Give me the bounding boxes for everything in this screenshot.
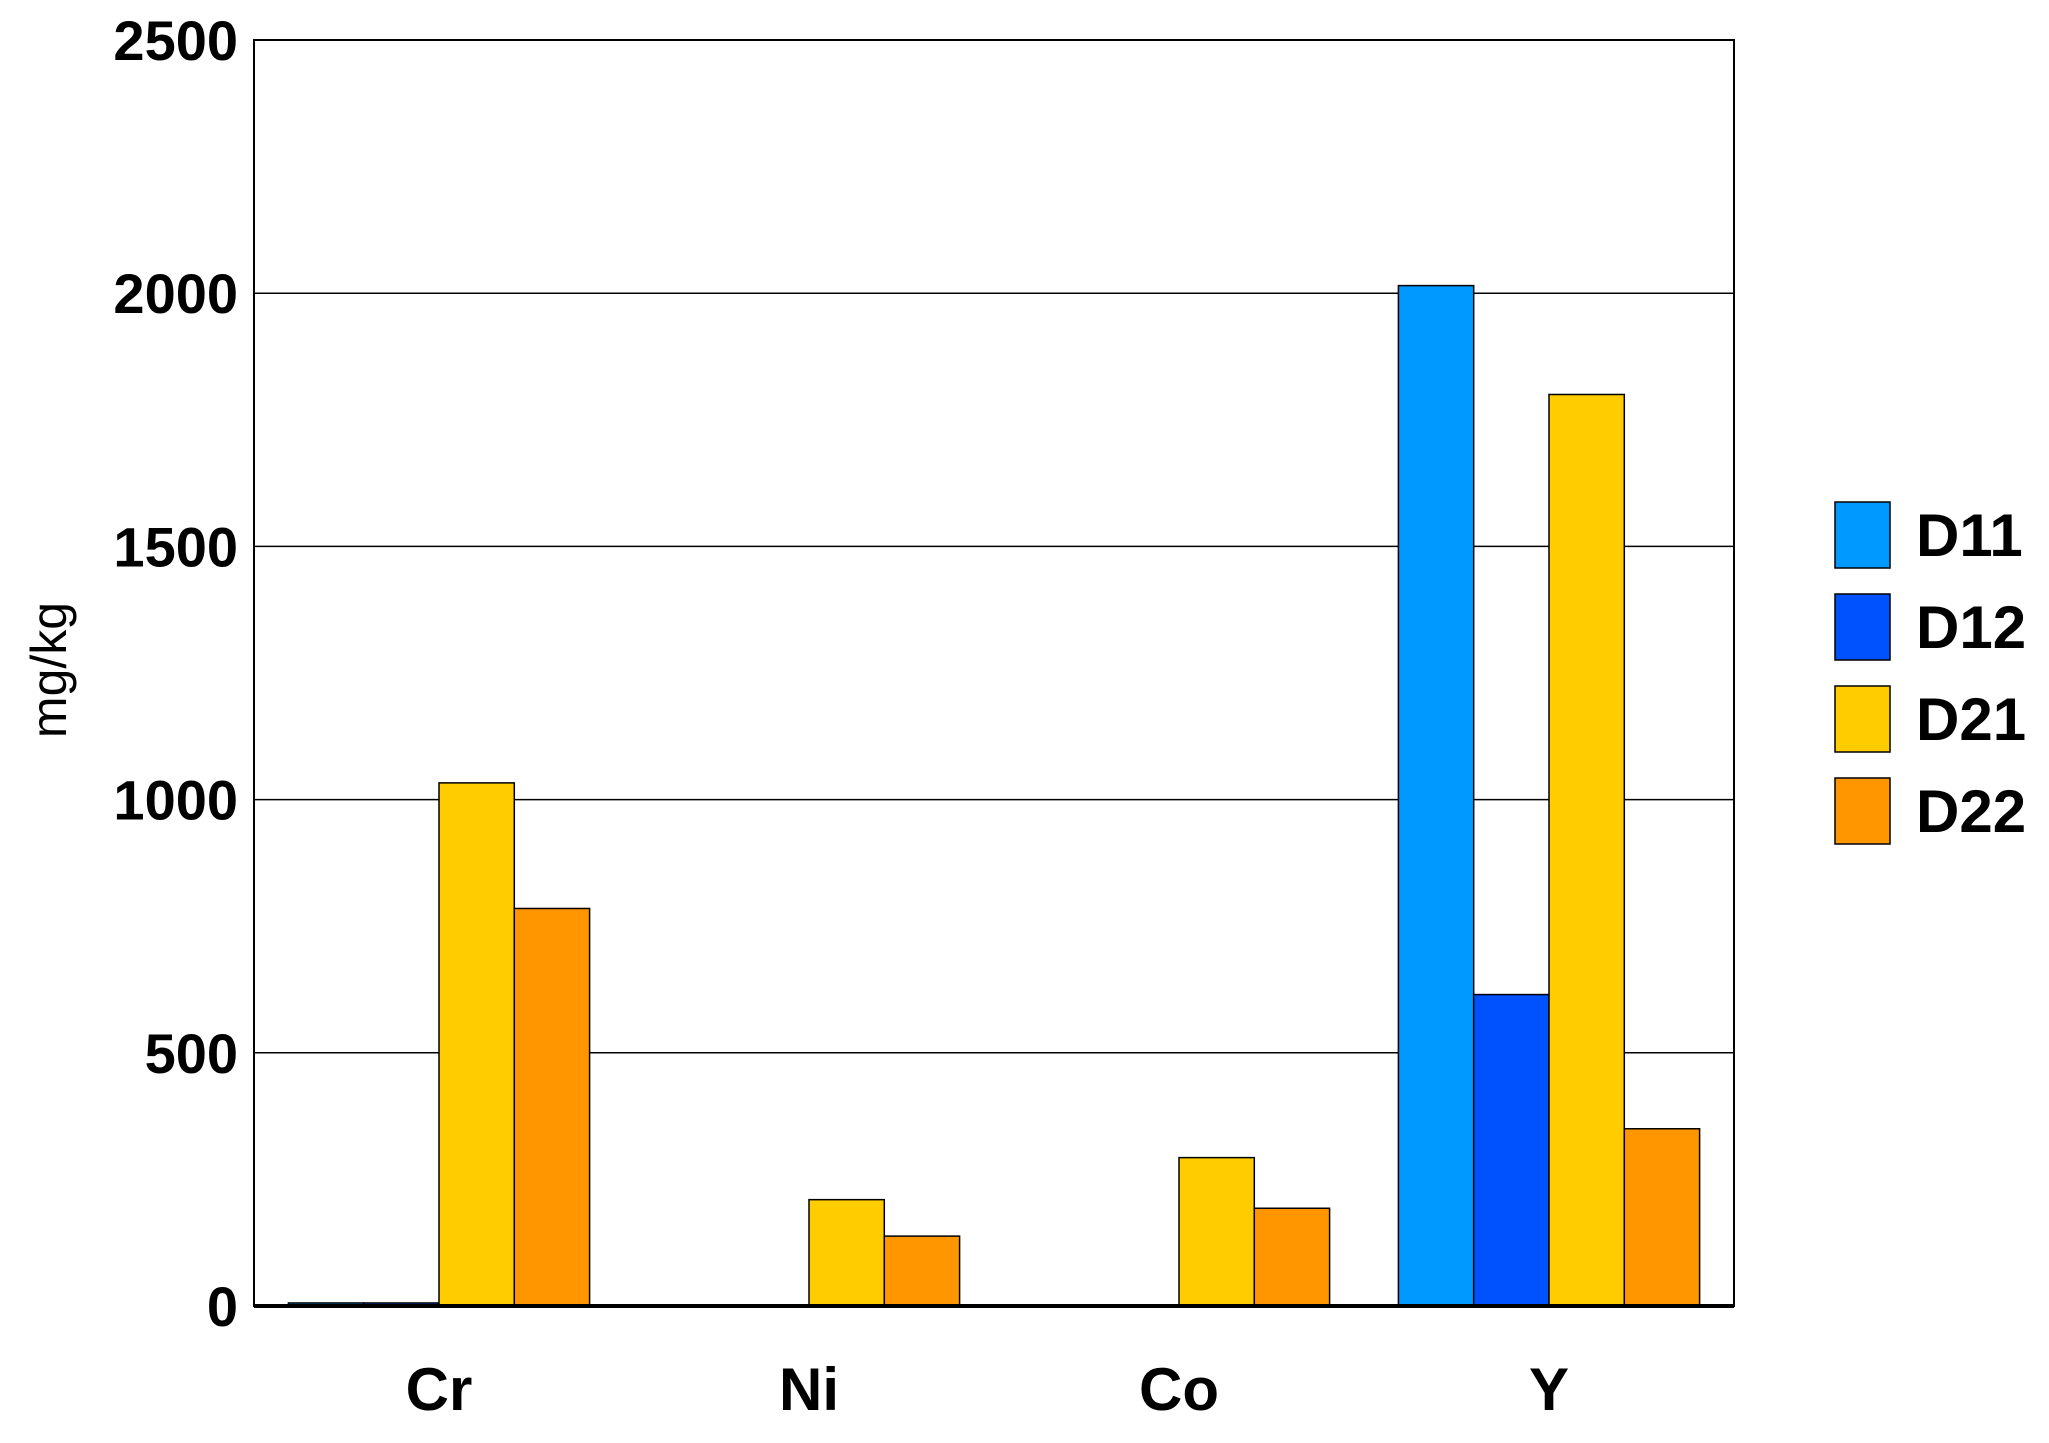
y-tick-label: 2000 <box>113 262 238 325</box>
y-tick-label: 1000 <box>113 769 238 832</box>
y-tick-label: 500 <box>145 1022 238 1085</box>
y-tick-label: 1500 <box>113 515 238 578</box>
bar-d21-y <box>1548 393 1626 1307</box>
y-axis-title: mg/kg <box>21 602 77 738</box>
category-label: Cr <box>406 1356 473 1423</box>
category-label: Co <box>1139 1356 1219 1423</box>
legend: D11 D12 D21 D22 <box>1834 501 2026 845</box>
bar-d21-ni <box>808 1198 886 1307</box>
bar-d22-ni <box>883 1235 961 1307</box>
y-tick-label: 0 <box>207 1275 238 1338</box>
bar-d21-cr <box>438 782 516 1307</box>
legend-label: D12 <box>1916 594 2026 661</box>
legend-swatch-d12 <box>1834 593 1891 661</box>
legend-swatch-d21 <box>1834 685 1891 753</box>
legend-swatch-d11 <box>1834 501 1891 569</box>
y-tick-label: 2500 <box>113 9 238 72</box>
legend-label: D11 <box>1916 502 2023 569</box>
bar-d22-y <box>1623 1128 1701 1307</box>
y-tick-labels: 0 500 1000 1500 2000 2500 <box>113 9 238 1338</box>
bar-d12-y <box>1472 993 1550 1307</box>
bar-d22-cr <box>513 907 591 1307</box>
legend-label: D21 <box>1916 686 2026 753</box>
legend-swatch-d22 <box>1834 777 1891 845</box>
legend-label: D22 <box>1916 778 2026 845</box>
bars <box>287 284 1701 1307</box>
bar-d11-y <box>1397 284 1475 1307</box>
bar-d22-co <box>1253 1207 1331 1307</box>
bar-d21-co <box>1178 1156 1256 1307</box>
category-labels: Cr Ni Co Y <box>406 1356 1569 1423</box>
category-label: Y <box>1529 1356 1569 1423</box>
category-label: Ni <box>779 1356 839 1423</box>
